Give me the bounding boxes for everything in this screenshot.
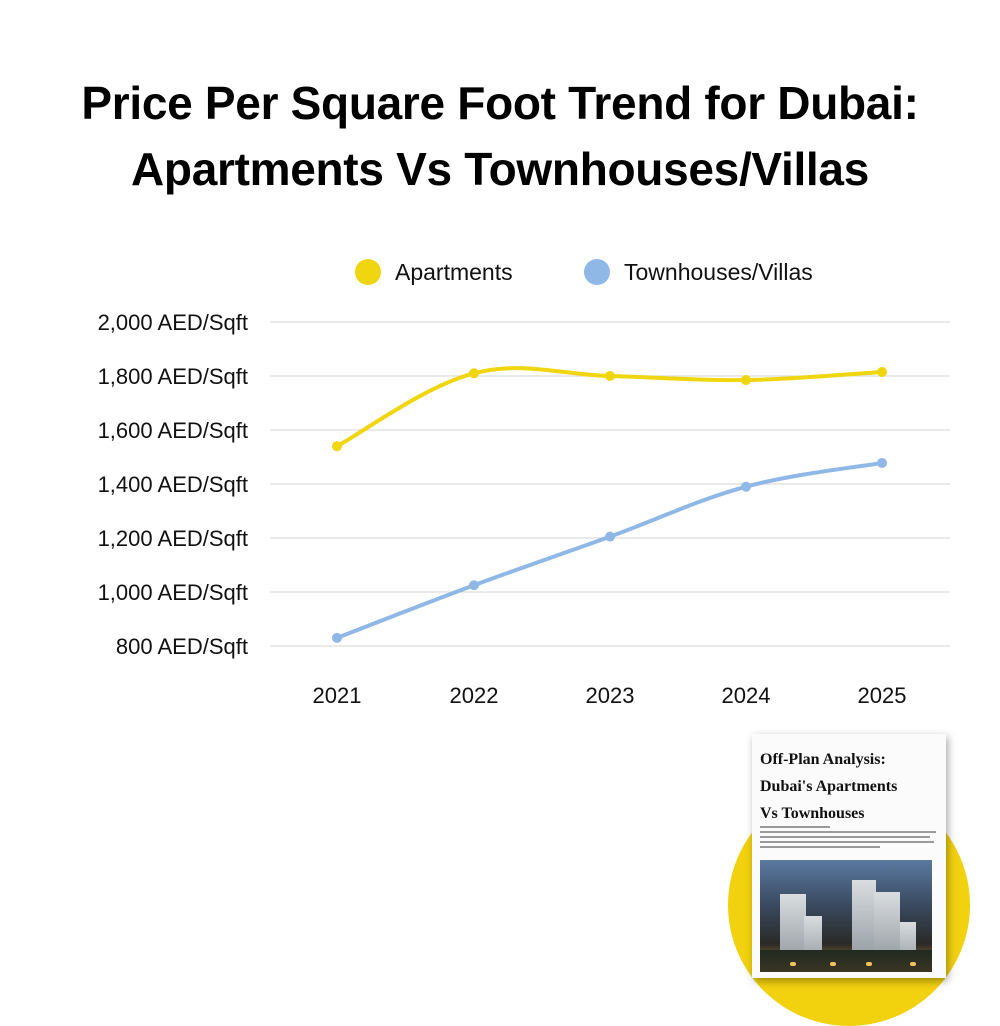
y-tick-label: 1,400 AED/Sqft — [98, 472, 248, 497]
y-tick-label: 1,600 AED/Sqft — [98, 418, 248, 443]
x-tick-label: 2022 — [450, 683, 499, 708]
report-fine-print — [760, 826, 936, 851]
x-tick-label: 2021 — [313, 683, 362, 708]
data-point-apartments — [605, 371, 615, 381]
y-tick-label: 1,000 AED/Sqft — [98, 580, 248, 605]
report-title-line-3: Vs Townhouses — [760, 805, 865, 822]
report-cover[interactable]: Off-Plan Analysis: Dubai's Apartments Vs… — [752, 734, 946, 978]
legend-swatch-apartments — [355, 259, 381, 285]
legend-item-apartments: Apartments — [355, 252, 513, 292]
report-title: Off-Plan Analysis: Dubai's Apartments Vs… — [760, 746, 942, 827]
title-line-2: Apartments Vs Townhouses/Villas — [131, 143, 869, 195]
data-point-townhouses — [605, 531, 615, 542]
x-tick-label: 2023 — [586, 683, 635, 708]
data-point-apartments — [469, 368, 479, 379]
y-tick-label: 1,200 AED/Sqft — [98, 526, 248, 551]
x-tick-label: 2024 — [722, 683, 771, 708]
data-point-apartments — [877, 366, 887, 377]
data-point-apartments — [332, 441, 342, 452]
legend-label-townhouses: Townhouses/Villas — [624, 258, 813, 285]
y-tick-label: 2,000 AED/Sqft — [98, 310, 248, 335]
report-title-line-2: Dubai's Apartments — [760, 778, 898, 795]
report-title-line-1: Off-Plan Analysis: — [760, 751, 886, 768]
title-line-1: Price Per Square Foot Trend for Dubai: — [81, 77, 919, 129]
chart-title: Price Per Square Foot Trend for Dubai: A… — [0, 70, 1000, 202]
legend-label-apartments: Apartments — [395, 258, 513, 285]
data-point-townhouses — [332, 632, 342, 643]
legend-item-townhouses: Townhouses/Villas — [584, 252, 813, 292]
line-chart: 2,000 AED/Sqft 1,800 AED/Sqft 1,600 AED/Sq… — [98, 310, 950, 708]
report-cover-image — [760, 860, 932, 972]
series-line-townhouses — [335, 460, 884, 640]
y-tick-label: 800 AED/Sqft — [116, 634, 248, 659]
legend-swatch-townhouses — [584, 259, 610, 285]
chart-legend: Apartments Townhouses/Villas — [0, 252, 1000, 292]
data-point-townhouses — [877, 457, 887, 468]
data-point-townhouses — [469, 580, 479, 591]
x-tick-label: 2025 — [858, 683, 907, 708]
promo-report[interactable]: Off-Plan Analysis: Dubai's Apartments Vs… — [720, 732, 980, 1026]
data-point-townhouses — [741, 481, 751, 492]
data-point-apartments — [741, 375, 751, 386]
y-tick-label: 1,800 AED/Sqft — [98, 364, 248, 389]
